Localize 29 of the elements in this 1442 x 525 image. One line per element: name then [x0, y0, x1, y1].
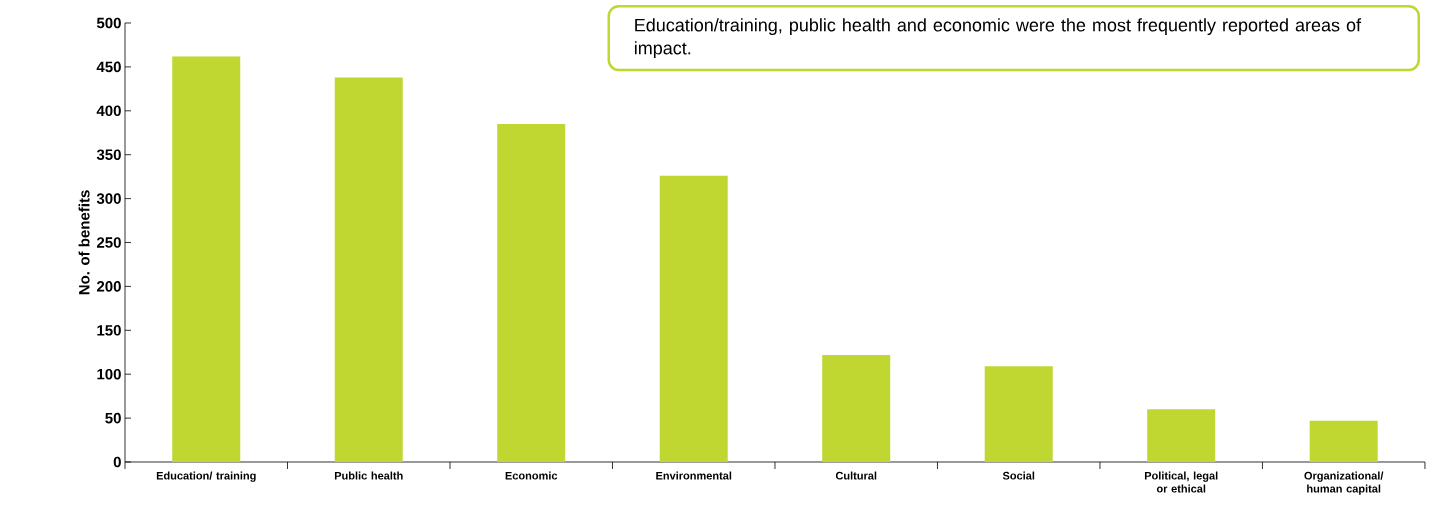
y-tick-label: 100 — [97, 368, 121, 380]
bar — [984, 366, 1053, 462]
y-tick-label: 0 — [113, 456, 121, 468]
y-tick-label: 300 — [96, 193, 121, 204]
bar — [1309, 420, 1378, 462]
x-tick-label: Organizational/ human capital — [1304, 471, 1384, 495]
y-tick-label: 200 — [96, 281, 121, 292]
bar — [334, 77, 403, 462]
x-tick-label: Environmental — [656, 471, 732, 480]
y-tick-label: 350 — [96, 149, 121, 161]
y-tick-label: 500 — [96, 17, 121, 29]
y-tick-label: 250 — [96, 237, 121, 248]
x-tick-label: Social — [1002, 471, 1035, 480]
bar — [822, 354, 891, 462]
y-axis-title: No. of benefits — [78, 190, 90, 295]
y-tick-label: 450 — [96, 61, 121, 73]
y-tick-label: 50 — [105, 412, 121, 424]
bar — [1147, 409, 1216, 462]
x-tick-label: Political, legal or ethical — [1144, 471, 1218, 493]
x-tick-label: Public health — [334, 471, 403, 480]
bar — [497, 123, 566, 462]
y-tick-label: 400 — [96, 105, 121, 117]
bar — [659, 175, 728, 462]
x-tick-label: Cultural — [835, 471, 877, 480]
x-tick-label: Economic — [505, 471, 558, 480]
x-tick-label: Education/ training — [156, 471, 256, 482]
annotation: Education/training, public health and economic were the most frequently reported areas of impact. — [634, 18, 1362, 59]
bar — [172, 56, 241, 462]
y-tick-label: 150 — [97, 324, 121, 336]
